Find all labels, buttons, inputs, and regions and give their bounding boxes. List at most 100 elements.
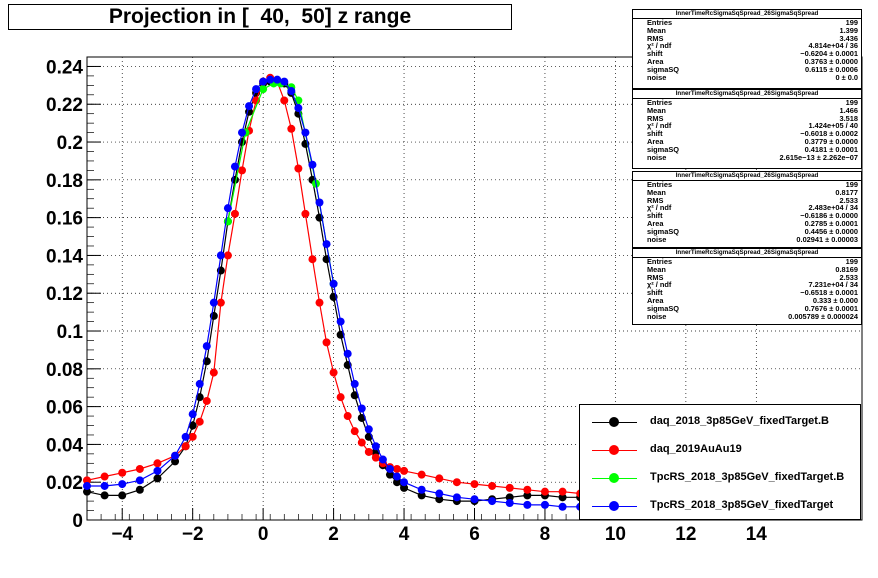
- data-point: [393, 478, 401, 487]
- data-point: [400, 466, 409, 475]
- data-point: [558, 502, 567, 511]
- stats-value: 0.333 ± 0.000: [812, 295, 858, 305]
- data-point: [188, 421, 197, 430]
- stats-name: InnerTimeRcSigmaSqSpread_26SigmaSqSpread: [633, 10, 861, 19]
- stats-value: 0.8169: [835, 264, 858, 274]
- data-point: [216, 298, 225, 307]
- legend-entry: daq_2019AuAu19: [580, 441, 860, 461]
- stats-row: χ² / ndf 2.483e+04 / 34: [633, 204, 861, 212]
- stats-key: sigmaSQ: [647, 303, 680, 313]
- data-point: [540, 487, 549, 496]
- data-point: [287, 124, 296, 133]
- data-point: [417, 485, 426, 494]
- y-tick-label: 0.2: [57, 133, 83, 154]
- stats-key: Entries: [647, 180, 673, 189]
- legend-entry: TpcRS_2018_3p85GeV_fixedTarget.B: [580, 469, 860, 489]
- data-point: [523, 491, 532, 500]
- stats-key: Area: [647, 295, 664, 305]
- x-tick-label: 0: [258, 524, 269, 545]
- stats-value: 0.4181 ± 0.0001: [804, 144, 858, 154]
- data-point: [452, 478, 461, 487]
- stats-value: 0.005789 ± 0.000024: [788, 311, 858, 321]
- data-point: [245, 102, 254, 111]
- data-point: [350, 379, 359, 388]
- data-point: [393, 472, 401, 481]
- y-tick-label: 0.12: [46, 284, 83, 305]
- stats-box: InnerTimeRcSigmaSqSpread_26SigmaSqSpread…: [632, 9, 862, 89]
- y-tick-label: 0.02: [46, 473, 83, 494]
- data-point: [100, 472, 109, 481]
- data-point: [435, 474, 444, 483]
- stats-key: noise: [647, 152, 667, 162]
- data-point: [322, 338, 331, 347]
- stats-row: Area 0.333 ± 0.000: [633, 297, 861, 305]
- stats-key: shift: [647, 129, 663, 139]
- data-point: [417, 491, 426, 500]
- stats-row: Mean 0.8169: [633, 264, 861, 274]
- stats-value: −0.6186 ± 0.0000: [800, 211, 858, 221]
- stats-value: 0 ± 0.0: [835, 72, 858, 82]
- data-point: [505, 483, 514, 492]
- data-point: [400, 478, 409, 487]
- stats-key: sigmaSQ: [647, 64, 680, 74]
- data-point: [230, 209, 239, 218]
- stats-key: χ² / ndf: [647, 280, 672, 290]
- data-point: [280, 96, 289, 105]
- stats-value: 2.533: [839, 272, 859, 282]
- data-point: [216, 251, 225, 260]
- data-point: [153, 474, 162, 483]
- stats-row: χ² / ndf 4.814e+04 / 36: [633, 42, 861, 50]
- data-point: [118, 468, 127, 477]
- x-tick-label: −2: [182, 524, 204, 545]
- data-point: [488, 497, 497, 506]
- data-point: [294, 104, 303, 113]
- data-point: [83, 476, 91, 485]
- y-tick-label: 0.04: [46, 435, 83, 456]
- data-series: [83, 73, 602, 511]
- data-point: [195, 417, 204, 426]
- stats-value: 0.4456 ± 0.0000: [804, 226, 858, 236]
- data-point: [181, 442, 190, 451]
- x-tick-label: 14: [746, 524, 768, 545]
- stats-row: Entries 199: [633, 99, 861, 107]
- stats-key: RMS: [647, 272, 664, 282]
- data-point: [393, 464, 401, 473]
- chart-title: Projection in [ 40, 50] z range: [8, 4, 512, 30]
- data-point: [301, 128, 310, 137]
- data-point: [188, 432, 197, 441]
- stats-row: Area 0.3779 ± 0.0000: [633, 138, 861, 146]
- x-tick-label: 2: [328, 524, 339, 545]
- data-point: [417, 470, 426, 479]
- stats-key: Mean: [647, 105, 666, 115]
- stats-key: χ² / ndf: [647, 41, 672, 51]
- y-tick-label: 0.14: [46, 246, 83, 267]
- data-point: [308, 255, 317, 264]
- data-point: [153, 459, 162, 468]
- stats-key: Area: [647, 136, 664, 146]
- stats-key: shift: [647, 211, 663, 221]
- data-point: [301, 209, 310, 218]
- data-point: [118, 480, 127, 489]
- stats-box: InnerTimeRcSigmaSqSpread_26SigmaSqSpread…: [632, 89, 862, 169]
- data-point: [505, 493, 514, 502]
- stats-value: 2.615e−13 ± 2.262e−07: [779, 152, 858, 162]
- stats-key: Mean: [647, 264, 666, 274]
- stats-row: noise 2.615e−13 ± 2.262e−07: [633, 152, 861, 162]
- data-point: [558, 487, 567, 496]
- data-point: [230, 162, 239, 171]
- data-point: [202, 396, 211, 405]
- data-point: [350, 427, 359, 436]
- stats-name: InnerTimeRcSigmaSqSpread_26SigmaSqSpread: [633, 172, 861, 181]
- data-point: [195, 393, 204, 402]
- data-point: [294, 164, 303, 173]
- data-point: [252, 85, 261, 94]
- stats-row: sigmaSQ 0.4181 ± 0.0001: [633, 144, 861, 154]
- stats-key: RMS: [647, 113, 664, 123]
- x-tick-label: 12: [675, 524, 696, 545]
- stats-row: Area 0.3763 ± 0.0000: [633, 58, 861, 66]
- stats-key: shift: [647, 288, 663, 298]
- stats-value: 7.231e+04 / 34: [808, 280, 858, 290]
- data-point: [364, 447, 373, 456]
- data-point: [558, 493, 567, 502]
- y-tick-label: 0.18: [46, 171, 83, 192]
